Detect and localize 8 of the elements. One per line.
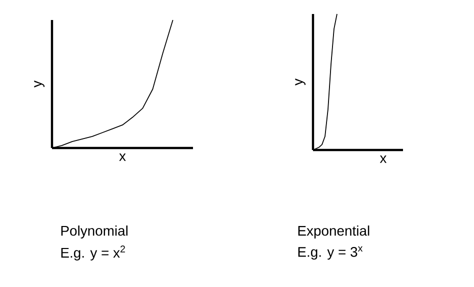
y-axis-title: y	[34, 80, 44, 88]
text: Exponential	[298, 225, 370, 238]
y-axis-title: y	[295, 78, 306, 86]
x-axis-title: x	[119, 154, 126, 161]
x-axis-title: x	[380, 156, 387, 163]
text: Polynomial	[61, 225, 128, 238]
text: E.g. y = 3$^{x}$	[298, 246, 363, 260]
text: E.g. y = x$^{2}$	[61, 246, 125, 260]
